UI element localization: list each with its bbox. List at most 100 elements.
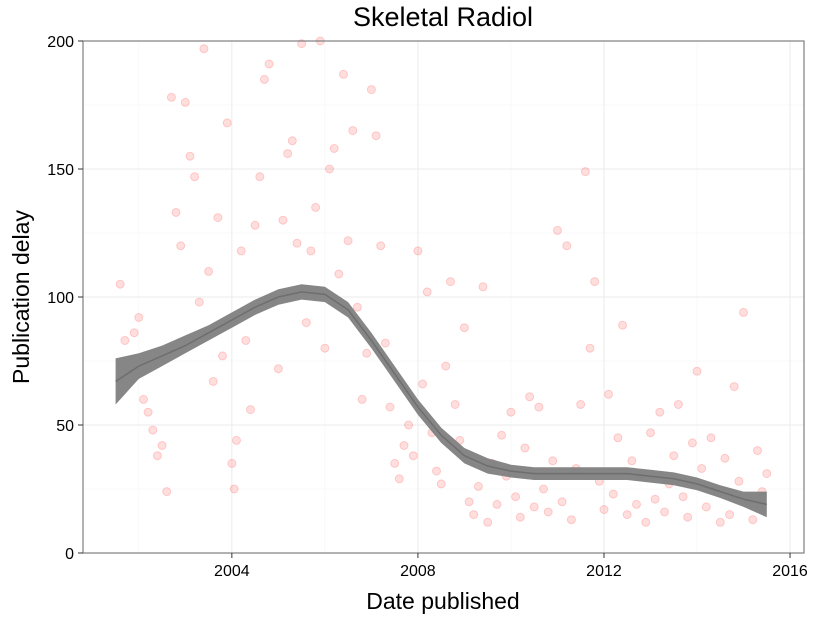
data-point (311, 202, 321, 212)
grid (83, 40, 804, 554)
data-point (208, 377, 218, 386)
data-point (529, 502, 539, 512)
x-tick-label: 2004 (214, 563, 250, 580)
data-point (692, 366, 702, 376)
data-point (655, 407, 665, 417)
data-point (283, 149, 293, 159)
data-point (627, 456, 637, 466)
data-point (566, 515, 576, 525)
data-point (148, 425, 158, 435)
data-point (325, 164, 334, 174)
data-point (213, 213, 223, 223)
data-point (190, 172, 200, 182)
data-point (469, 510, 479, 520)
data-point (404, 420, 414, 430)
x-axis: 2004 2008 2012 2016 (214, 553, 808, 580)
data-point (120, 336, 130, 345)
data-point (706, 433, 716, 443)
data-point (176, 241, 186, 251)
data-point (748, 515, 758, 525)
data-point (380, 338, 390, 348)
data-point (278, 215, 288, 225)
data-point (362, 348, 372, 358)
data-point (520, 443, 530, 453)
data-point (715, 517, 725, 527)
data-points (115, 36, 772, 527)
data-point (236, 246, 246, 256)
data-point (273, 364, 283, 374)
data-point (604, 389, 614, 399)
x-tick-label: 2008 (400, 563, 436, 580)
data-point (497, 430, 507, 440)
data-point (613, 433, 623, 443)
x-tick-label: 2012 (586, 563, 622, 580)
data-point (229, 484, 239, 494)
data-point (246, 405, 255, 415)
data-point (204, 266, 214, 276)
data-point (232, 435, 241, 445)
y-axis-title: Publication delay (8, 210, 34, 384)
data-point (301, 318, 311, 328)
data-point (585, 343, 595, 353)
data-point (357, 394, 367, 404)
data-point (646, 428, 655, 438)
data-point (543, 507, 553, 517)
data-point (194, 297, 204, 307)
data-point (339, 69, 348, 79)
data-point (199, 44, 209, 54)
data-point (511, 492, 521, 502)
data-point (413, 246, 423, 256)
data-point (525, 392, 535, 402)
data-point (478, 282, 488, 292)
data-point (650, 494, 660, 504)
data-point (408, 451, 418, 461)
data-point (394, 474, 404, 484)
data-point (464, 497, 474, 507)
data-point (590, 277, 600, 287)
data-point (343, 236, 353, 246)
data-point (515, 512, 525, 522)
data-point (376, 241, 386, 251)
data-point (306, 246, 316, 256)
x-axis-title: Date published (366, 588, 519, 614)
data-point (227, 458, 237, 468)
y-tick-label: 200 (47, 34, 74, 51)
data-point (632, 499, 641, 509)
data-point (418, 379, 428, 389)
data-point (390, 458, 400, 468)
data-point (241, 336, 251, 345)
data-point (371, 131, 381, 141)
data-point (366, 85, 376, 95)
data-point (450, 400, 460, 409)
data-point (218, 351, 227, 361)
data-point (669, 451, 679, 461)
data-point (399, 441, 409, 450)
data-point (334, 269, 344, 279)
data-point (557, 497, 567, 507)
smooth-trend (115, 284, 767, 518)
data-point (753, 446, 762, 456)
data-point (725, 510, 735, 520)
data-point (264, 59, 274, 69)
data-point (580, 167, 590, 177)
data-point (134, 313, 144, 322)
data-point (701, 502, 711, 512)
data-point (292, 238, 302, 248)
data-point (255, 172, 265, 182)
data-point (683, 512, 693, 522)
data-point (673, 400, 683, 409)
data-point (492, 499, 502, 509)
data-point (562, 241, 572, 251)
data-point (139, 394, 148, 404)
data-point (352, 302, 362, 312)
data-point (506, 407, 516, 417)
data-point (599, 505, 609, 514)
data-point (115, 279, 125, 289)
data-point (618, 320, 628, 330)
data-point (320, 343, 330, 353)
y-tick-label: 50 (56, 418, 74, 435)
data-point (166, 92, 176, 102)
data-point (483, 517, 493, 527)
data-point (553, 225, 562, 235)
data-point (608, 489, 618, 499)
